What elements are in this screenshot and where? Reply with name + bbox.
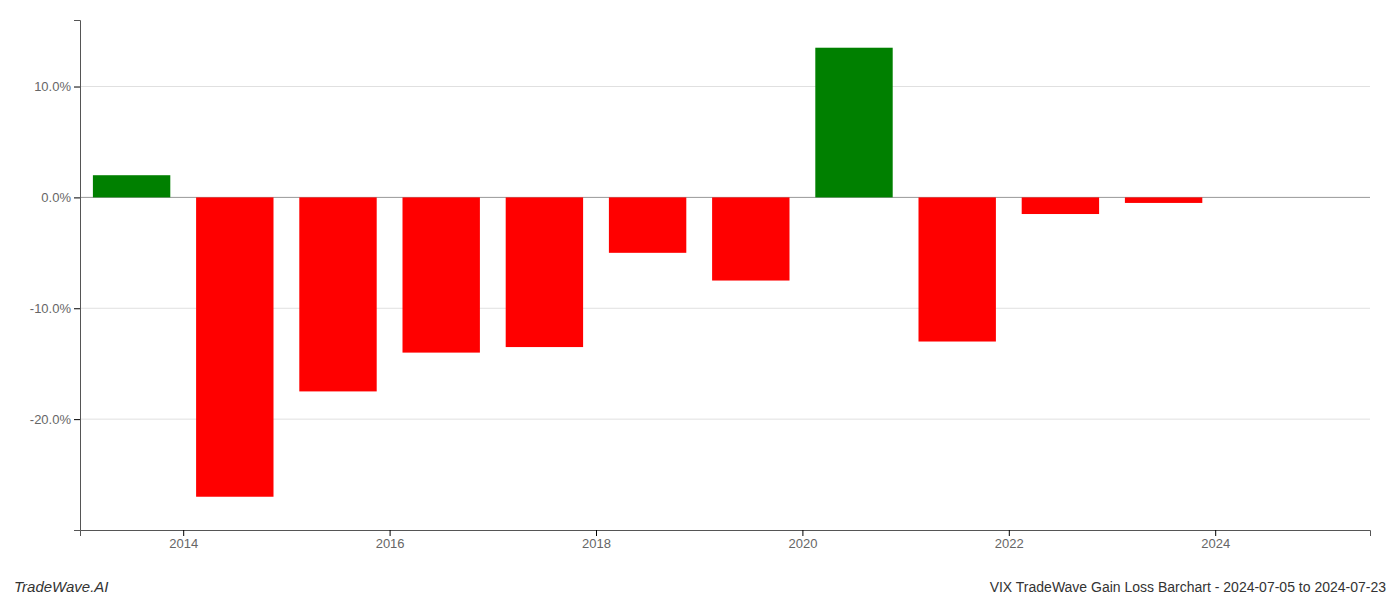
bars [93, 48, 1202, 497]
x-axis: 2014 2016 2018 2020 2022 2024 [81, 530, 1371, 551]
x-tick-mark [183, 530, 184, 536]
y-axis-line [74, 21, 81, 531]
y-axis: -20.0% -10.0% 0.0% 10.0% [30, 21, 81, 531]
x-tick-mark [1009, 530, 1010, 536]
x-tick-label: 2024 [1201, 536, 1230, 551]
x-tick-mark [596, 530, 597, 536]
footer-right: VIX TradeWave Gain Loss Barchart - 2024-… [990, 579, 1387, 595]
y-tick-label: 0.0% [41, 190, 71, 205]
bar [299, 197, 376, 391]
y-tick-mark [74, 87, 80, 88]
y-tick-mark [74, 419, 80, 420]
bar [1125, 197, 1202, 203]
y-tick: -10.0% [30, 301, 80, 316]
bar [919, 197, 996, 341]
x-tick: 2020 [788, 530, 817, 551]
x-tick-label: 2014 [169, 536, 198, 551]
x-tick-label: 2020 [788, 536, 817, 551]
bar [196, 197, 273, 496]
y-tick-mark [74, 197, 80, 198]
x-tick: 2022 [995, 530, 1024, 551]
y-tick-label: 10.0% [34, 79, 71, 94]
y-tick: 10.0% [34, 79, 80, 94]
chart: 2014 2016 2018 2020 2022 2024 -20.0% -10.0% 0.0%… [0, 0, 1400, 600]
y-tick-label: -10.0% [30, 301, 72, 316]
grid-line [80, 86, 1370, 87]
x-tick-label: 2016 [376, 536, 405, 551]
x-tick-mark [1215, 530, 1216, 536]
footer-left: TradeWave.AI [14, 578, 108, 595]
x-tick-label: 2022 [995, 536, 1024, 551]
x-tick: 2024 [1201, 530, 1230, 551]
x-tick-label: 2018 [582, 536, 611, 551]
y-tick-mark [74, 308, 80, 309]
x-tick: 2018 [582, 530, 611, 551]
x-tick-mark [802, 530, 803, 536]
bar [1022, 197, 1099, 214]
bar [403, 197, 480, 352]
bar [609, 197, 686, 252]
bar [506, 197, 583, 347]
bar [93, 175, 170, 197]
x-tick: 2016 [376, 530, 405, 551]
y-tick-label: -20.0% [30, 412, 72, 427]
bar [815, 48, 892, 198]
x-tick-mark [390, 530, 391, 536]
y-tick: 0.0% [41, 190, 80, 205]
y-tick: -20.0% [30, 412, 80, 427]
x-axis-line [81, 531, 1371, 537]
bar [712, 197, 789, 280]
x-tick: 2014 [169, 530, 198, 551]
